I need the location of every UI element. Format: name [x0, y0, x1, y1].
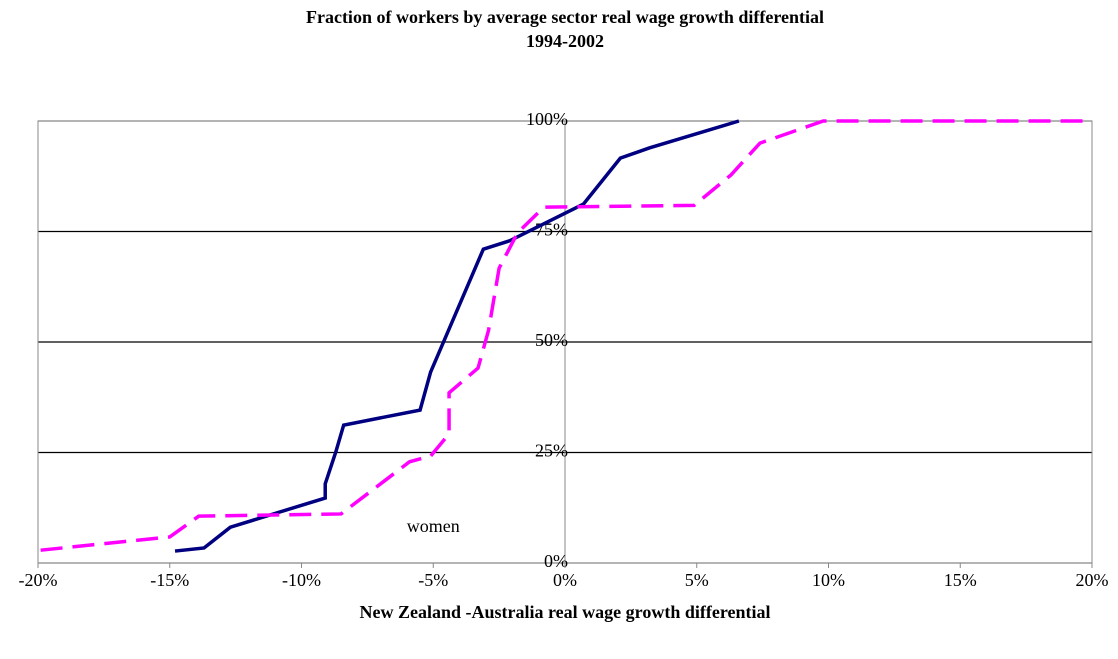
y-tick-label: 0% [544, 551, 568, 571]
annotation: women [407, 516, 460, 536]
x-tick-label: 20% [1076, 570, 1109, 590]
x-tick-label: 5% [685, 570, 709, 590]
y-tick-label: 50% [535, 330, 568, 350]
x-axis-label: New Zealand -Australia real wage growth … [360, 602, 771, 622]
x-tick-label: -10% [282, 570, 321, 590]
series-line [174, 119, 740, 553]
x-tick-label: 15% [944, 570, 977, 590]
x-tick-label: -15% [150, 570, 189, 590]
y-tick-label: 100% [526, 109, 568, 129]
x-tick-label: 0% [553, 570, 577, 590]
chart-subtitle: 1994-2002 [526, 31, 604, 51]
chart-title: Fraction of workers by average sector re… [306, 7, 824, 27]
series-line [40, 119, 1092, 552]
y-tick-label: 75% [535, 220, 568, 240]
y-tick-label: 25% [535, 441, 568, 461]
x-tick-label: -20% [19, 570, 58, 590]
x-tick-label: 10% [812, 570, 845, 590]
x-tick-label: -5% [418, 570, 448, 590]
